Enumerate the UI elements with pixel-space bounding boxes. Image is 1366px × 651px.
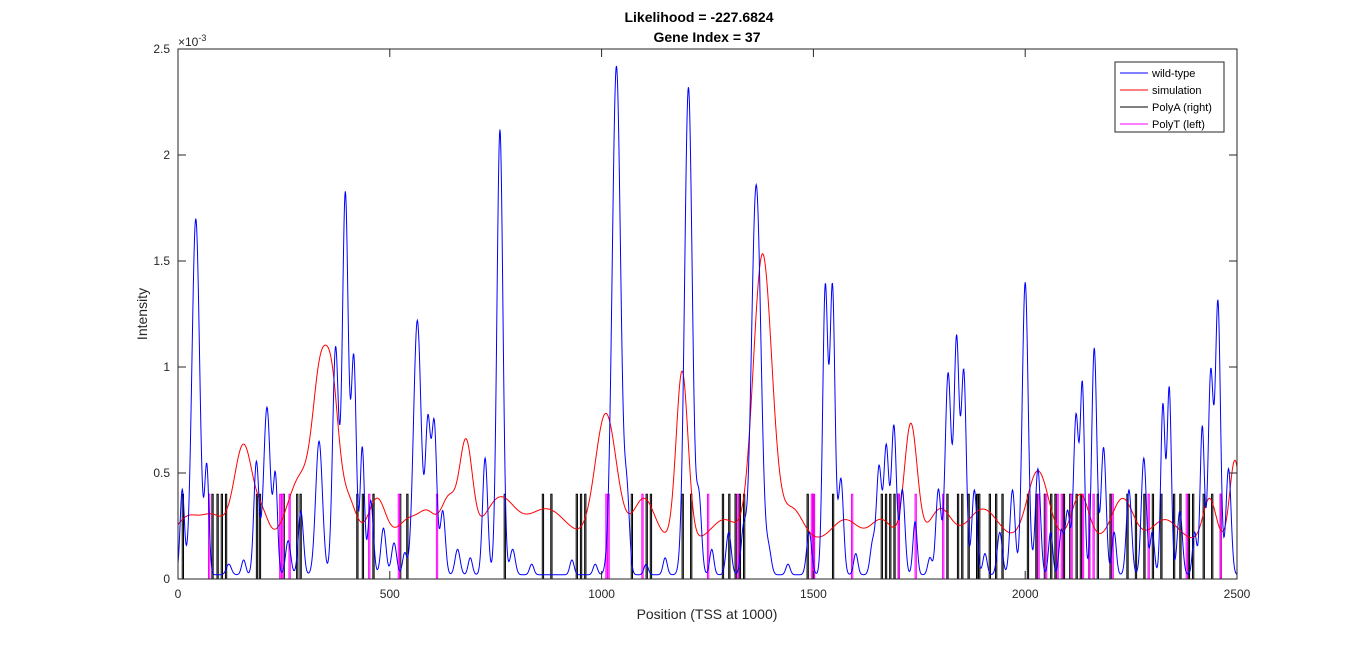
y-tick-label: 2.5 [153,42,170,56]
legend-label-polyt-left: PolyT (left) [1152,119,1205,131]
x-tick-label: 2500 [1224,587,1251,601]
plot-area: 0 500 1000 1500 2000 2500 0 0.5 1 1.5 2 2.5 [153,42,1250,601]
y-tick-label: 0 [163,572,170,586]
y-tick-label: 2 [163,148,170,162]
ticks-layer: 0 500 1000 1500 2000 2500 0 0.5 1 1.5 2 2.5 [153,42,1250,601]
legend-label-polya-right: PolyA (right) [1152,102,1212,114]
y-exponent-base: ×10 [178,35,199,49]
legend-box [1114,61,1225,133]
y-axis-label: Intensity [134,288,150,340]
legend-label-simulation: simulation [1152,85,1202,97]
x-tick-label: 500 [380,587,400,601]
y-tick-label: 0.5 [153,466,170,480]
x-tick-label: 0 [175,587,182,601]
series-layer [178,65,1237,579]
y-exponent-power: -3 [198,33,206,43]
legend-entries: wild-type simulation PolyA (right) PolyT (l… [1120,68,1212,131]
series-line-wild-type [178,65,1237,576]
chart-title-line-1: Likelihood = -227.6824 [624,9,773,25]
axes-box [177,48,1238,580]
legend: wild-type simulation PolyA (right) PolyT (l… [1114,61,1225,133]
y-exponent-label: ×10-3 [178,33,206,49]
legend-label-wild-type: wild-type [1151,68,1195,80]
chart-title-line-2: Gene Index = 37 [654,29,761,45]
x-tick-label: 1500 [800,587,827,601]
x-tick-label: 1000 [588,587,615,601]
x-tick-label: 2000 [1012,587,1039,601]
x-axis-label: Position (TSS at 1000) [637,606,778,622]
y-tick-label: 1.5 [153,254,170,268]
y-tick-label: 1 [163,360,170,374]
